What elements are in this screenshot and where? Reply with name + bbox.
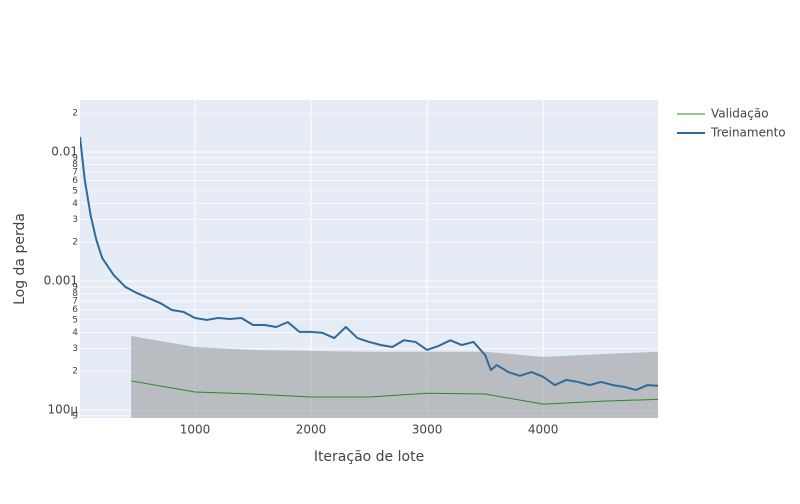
y-tick-label: 8 [72, 289, 78, 299]
series-line [131, 380, 658, 405]
y-tick-label: 9 [72, 411, 78, 421]
y-tick-label: 6 [72, 305, 78, 315]
y-tick-label: 4 [72, 328, 78, 338]
y-tick-label: 100µ [47, 403, 78, 417]
x-tick-label: 3000 [412, 423, 443, 437]
x-tick-label: 4000 [528, 423, 559, 437]
y-tick-label: 6 [72, 176, 78, 186]
confidence-band [131, 335, 658, 418]
y-tick-label: 0.001 [44, 274, 78, 288]
x-axis-title: Iteração de lote [314, 449, 424, 465]
y-tick-label: 5 [72, 186, 78, 196]
y-tick-label: 9 [72, 153, 78, 163]
y-tick-label: 2 [72, 238, 78, 248]
series-line [80, 136, 658, 391]
y-tick-label: 7 [72, 296, 78, 306]
y-tick-label: 4 [72, 199, 78, 209]
x-tick-label: 1000 [180, 423, 211, 437]
y-tick-label: 5 [72, 315, 78, 325]
legend-label: Validação [711, 107, 769, 121]
y-tick-label: 9 [72, 282, 78, 292]
y-tick-label: 3 [72, 344, 78, 354]
y-tick-label: 2 [72, 109, 78, 119]
legend-label: Treinamento [710, 126, 786, 140]
y-tick-label: 8 [72, 160, 78, 170]
x-tick-label: 2000 [296, 423, 327, 437]
y-axis-title: Log da perda [12, 213, 28, 305]
y-tick-label: 2 [72, 367, 78, 377]
y-tick-label: 0.01 [51, 145, 78, 159]
y-tick-label: 7 [72, 167, 78, 177]
y-tick-label: 3 [72, 215, 78, 225]
